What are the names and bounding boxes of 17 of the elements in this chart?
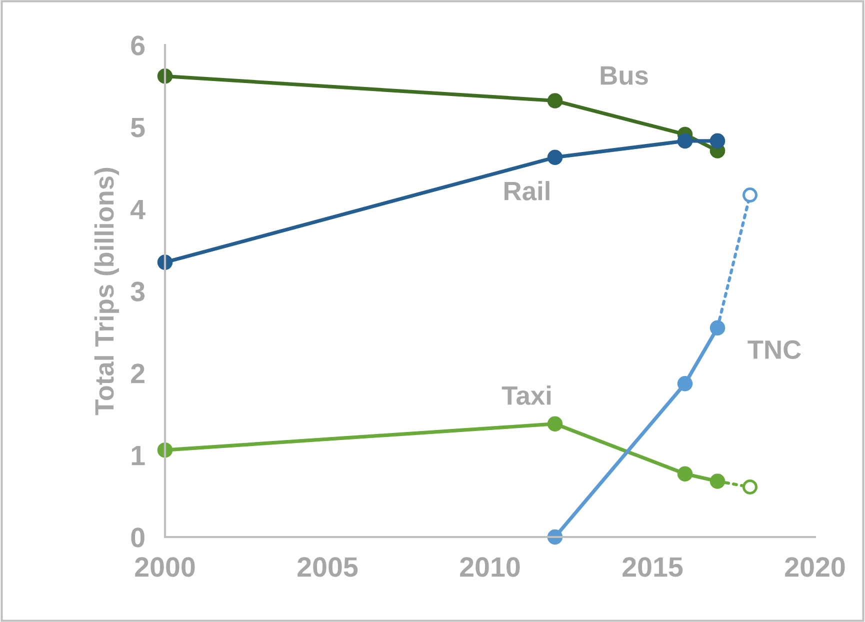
y-tick-label: 1 [132,446,145,466]
y-tick-label: 4 [130,200,146,220]
x-tick-label: 2015 [622,557,683,577]
series-label: TNC [748,340,801,359]
x-tick-label: 2010 [460,557,520,577]
y-tick-label: 6 [131,36,145,56]
x-tick-label: 2005 [298,557,358,577]
series-label: Taxi [502,386,551,405]
x-tick-label: 2020 [785,557,845,577]
y-tick-label: 3 [130,282,145,302]
y-tick-label: 5 [130,118,145,138]
series-label: Bus [600,66,648,85]
y-tick-label: 0 [131,528,144,548]
x-tick-label: 2000 [135,557,195,577]
y-axis-title: Total Trips (billions) [94,168,119,416]
series-label: Rail [504,181,550,200]
y-tick-label: 2 [131,364,144,384]
